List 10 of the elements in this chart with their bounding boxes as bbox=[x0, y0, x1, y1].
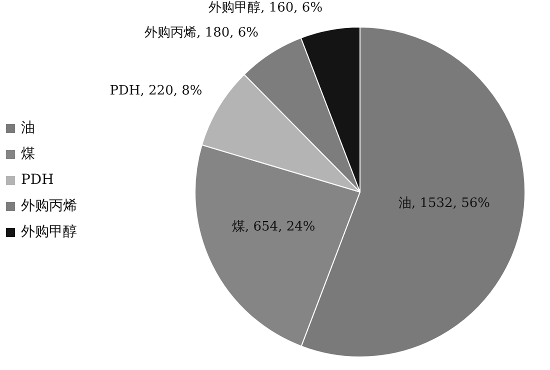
data-label: 外购丙烯, 180, 6% bbox=[144, 26, 259, 41]
legend-label: PDH bbox=[21, 172, 54, 188]
legend-label: 外购甲醇 bbox=[21, 223, 77, 241]
legend-label: 油 bbox=[21, 119, 35, 137]
data-label: 煤, 654, 24% bbox=[232, 220, 316, 235]
legend-label: 煤 bbox=[21, 145, 35, 163]
data-label: 油, 1532, 56% bbox=[398, 196, 490, 211]
data-label: PDH, 220, 8% bbox=[110, 84, 202, 99]
legend-label: 外购丙烯 bbox=[21, 197, 77, 215]
data-label: 外购甲醇, 160, 6% bbox=[208, 0, 323, 16]
